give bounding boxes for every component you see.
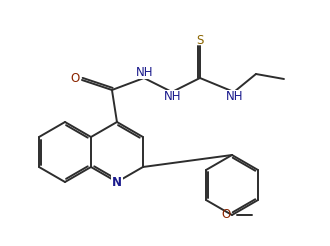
Text: O: O bbox=[70, 72, 80, 84]
Text: N: N bbox=[112, 175, 122, 188]
Text: NH: NH bbox=[226, 91, 244, 104]
Text: O: O bbox=[221, 209, 231, 221]
Text: NH: NH bbox=[136, 65, 154, 78]
Text: NH: NH bbox=[164, 91, 182, 104]
Text: S: S bbox=[196, 33, 204, 46]
